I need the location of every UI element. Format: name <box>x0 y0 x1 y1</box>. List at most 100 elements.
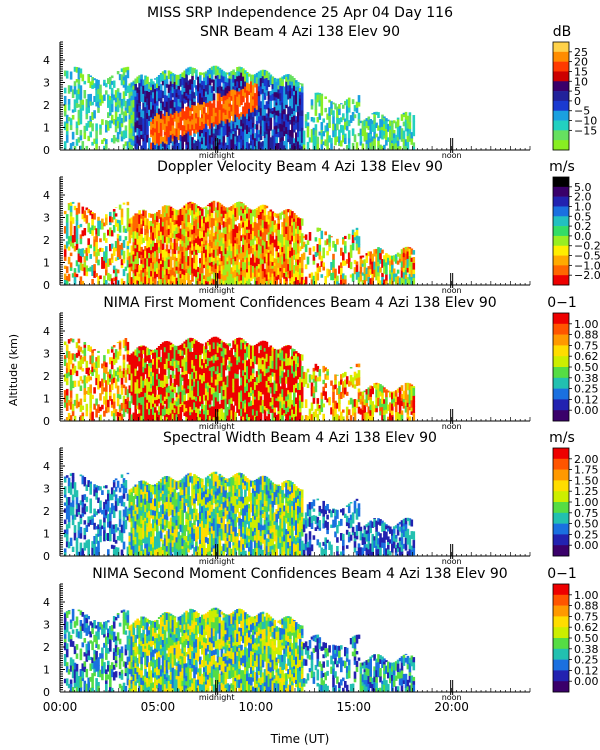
heatmap-cell <box>201 231 204 238</box>
heatmap-cell <box>181 246 184 252</box>
heatmap-cell <box>132 272 136 280</box>
heatmap-cell <box>230 210 233 219</box>
heatmap-cell <box>265 400 269 408</box>
heatmap-cell <box>199 280 202 285</box>
y-axis-label: Altitude (km) <box>7 334 20 406</box>
heatmap-cell <box>185 416 188 421</box>
heatmap-cell <box>195 358 198 363</box>
heatmap-cell <box>152 134 155 140</box>
heatmap-cell <box>402 256 406 263</box>
heatmap-cell <box>142 79 145 86</box>
heatmap-cell <box>298 262 302 269</box>
heatmap-cell <box>177 386 181 395</box>
heatmap-cell <box>269 239 273 245</box>
heatmap-cell <box>118 412 122 417</box>
heatmap-cell <box>250 140 253 146</box>
heatmap-cell <box>167 352 171 361</box>
heatmap-cell <box>144 414 147 421</box>
heatmap-cell <box>240 377 243 386</box>
heatmap-cell <box>148 369 151 378</box>
heatmap-cell <box>277 236 280 242</box>
heatmap-cell <box>146 412 149 421</box>
heatmap-cell <box>138 356 141 362</box>
heatmap-cell <box>165 341 169 348</box>
heatmap-cell <box>77 202 81 207</box>
heatmap-cell <box>157 85 161 91</box>
heatmap-cell <box>81 213 85 220</box>
heatmap-cell <box>244 205 247 210</box>
heatmap-cell <box>85 360 89 368</box>
heatmap-cell <box>154 109 157 117</box>
heatmap-cell <box>381 259 384 268</box>
heatmap-cell <box>77 93 81 100</box>
heatmap-cell <box>169 237 173 242</box>
heatmap-cell <box>406 122 410 129</box>
heatmap-cell <box>242 244 245 253</box>
heatmap-cell <box>163 396 167 401</box>
heatmap-cell <box>89 376 92 381</box>
heatmap-cell <box>165 212 169 221</box>
heatmap-cell <box>146 271 149 275</box>
heatmap-cell <box>402 275 406 279</box>
heatmap-cell <box>150 121 153 130</box>
heatmap-cell <box>179 243 183 252</box>
heatmap-cell <box>114 106 118 112</box>
heatmap-cell <box>201 226 204 232</box>
heatmap-cell <box>73 205 77 211</box>
heatmap-cell <box>251 345 255 352</box>
heatmap-cell <box>89 254 92 259</box>
heatmap-cell <box>250 125 253 130</box>
heatmap-cell <box>236 116 239 126</box>
heatmap-cell <box>218 404 222 409</box>
heatmap-cell <box>110 217 114 223</box>
heatmap-cell <box>138 373 141 380</box>
heatmap-cell <box>394 254 398 258</box>
heatmap-cell <box>144 90 147 97</box>
heatmap-cell <box>134 143 137 150</box>
heatmap-cell <box>220 120 224 128</box>
heatmap-cell <box>253 377 257 382</box>
heatmap-cell <box>357 271 361 278</box>
colorbar-swatch <box>553 216 569 227</box>
heatmap-cell <box>214 336 218 344</box>
heatmap-cell <box>146 391 149 400</box>
heatmap-cell <box>116 138 120 143</box>
heatmap-cell <box>271 368 275 373</box>
heatmap-cell <box>177 256 181 262</box>
heatmap-cell <box>406 128 410 132</box>
heatmap-cell <box>154 88 157 96</box>
heatmap-cell <box>253 251 257 257</box>
heatmap-cell <box>255 397 259 401</box>
heatmap-cell <box>69 211 73 217</box>
heatmap-cell <box>295 217 298 222</box>
heatmap-cell <box>277 131 280 138</box>
heatmap-cell <box>201 218 204 227</box>
heatmap-cell <box>97 228 100 237</box>
heatmap-cell <box>208 272 212 277</box>
heatmap-cell <box>244 213 247 221</box>
heatmap-cell <box>89 101 92 106</box>
heatmap-cell <box>365 267 369 274</box>
heatmap-cell <box>201 391 204 397</box>
heatmap-cell <box>140 407 143 416</box>
heatmap-cell <box>148 414 151 421</box>
heatmap-cell <box>244 359 247 367</box>
heatmap-cell <box>246 351 249 358</box>
heatmap-cell <box>193 343 196 350</box>
heatmap-cell <box>177 353 181 361</box>
heatmap-cell <box>128 218 132 224</box>
heatmap-cell <box>226 260 230 265</box>
heatmap-cell <box>208 275 212 281</box>
heatmap-cell <box>156 242 159 250</box>
heatmap-cell <box>214 226 218 232</box>
heatmap-cell <box>394 257 398 264</box>
heatmap-cell <box>212 362 216 367</box>
heatmap-cell <box>130 122 134 129</box>
heatmap-cell <box>389 265 392 271</box>
heatmap-cell <box>199 413 202 418</box>
heatmap-cell <box>242 359 245 364</box>
heatmap-cell <box>285 226 288 234</box>
heatmap-cell <box>238 356 241 363</box>
heatmap-cell <box>246 124 249 129</box>
heatmap-cell <box>255 209 259 218</box>
